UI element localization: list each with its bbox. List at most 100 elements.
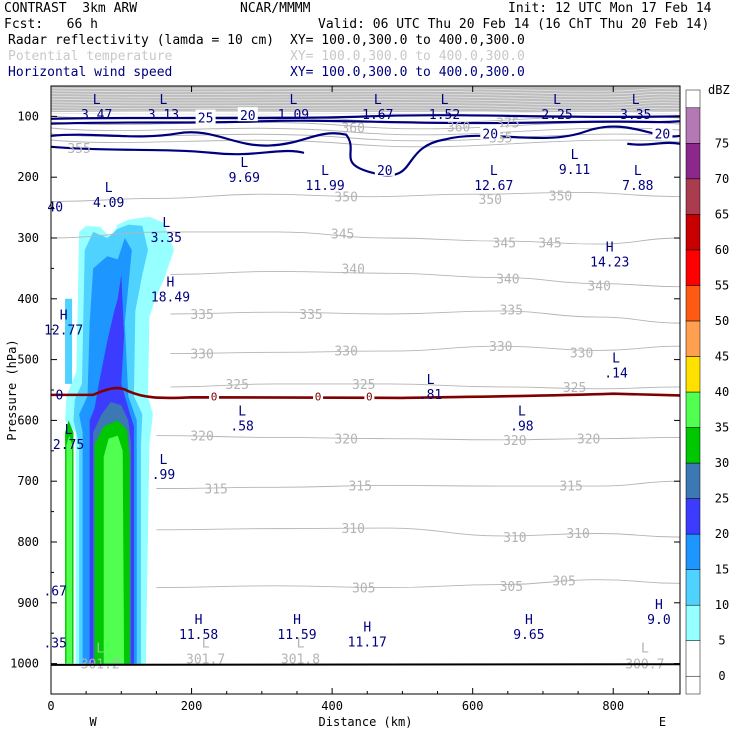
- y-tick-label: 500: [17, 353, 39, 367]
- freezing-zero-label: 0: [366, 391, 373, 404]
- colorbar-label: 65: [715, 207, 729, 221]
- extremum-value: 7.88: [622, 179, 653, 194]
- extremum-value: .98: [510, 420, 533, 435]
- extremum-marker: L: [160, 453, 168, 468]
- colorbar-swatch: [685, 462, 701, 499]
- extremum-marker: L: [160, 93, 168, 108]
- init-time: Init: 12 UTC Mon 17 Feb 14: [508, 1, 712, 16]
- y-tick-label: 1000: [10, 657, 39, 671]
- extremum-marker: H: [60, 308, 68, 323]
- wind-label-bg: [480, 125, 501, 140]
- theta-label: 340: [587, 279, 610, 294]
- extremum-marker: L: [441, 93, 449, 108]
- wind-label-bg: [652, 125, 673, 140]
- extremum-marker: L: [634, 164, 642, 179]
- theta-label: 340: [341, 262, 364, 277]
- stratosphere-isentrope: [50, 110, 681, 115]
- colorbar-swatch: [685, 569, 701, 606]
- theta-label: 330: [489, 340, 512, 355]
- field-theta-xy: XY= 100.0,300.0 to 400.0,300.0: [290, 49, 525, 64]
- extremum-marker: H: [195, 613, 203, 628]
- theta-contour: [156, 480, 681, 489]
- extremum-value: .99: [152, 468, 175, 483]
- extremum-marker: H: [167, 276, 175, 291]
- colorbar-swatch: [685, 285, 701, 322]
- theta-label: 350: [334, 191, 357, 206]
- extremum-value: .58: [230, 420, 253, 435]
- stratosphere-isentrope: [50, 101, 681, 106]
- colorbar-swatch: [685, 143, 701, 180]
- colorbar-label: 70: [715, 172, 729, 186]
- theta-label: 310: [566, 527, 589, 542]
- upper-isentrope: [50, 127, 681, 136]
- wind-contour: [50, 119, 681, 125]
- theta-label: 315: [348, 479, 371, 494]
- extremum-marker: L: [240, 156, 248, 171]
- extremum-value: 9.65: [513, 628, 544, 643]
- theta-label: 310: [341, 522, 364, 537]
- ground-line: [50, 663, 681, 666]
- y-tick-label: 200: [17, 170, 39, 184]
- extremum-marker: L: [490, 164, 498, 179]
- colorbar-label: 30: [715, 456, 729, 470]
- theta-label: 330: [570, 346, 593, 361]
- y-axis-title: Pressure (hPa): [5, 339, 19, 440]
- forecast-hour: Fcst: 66 h: [4, 17, 98, 32]
- extremum-value: 11.99: [306, 179, 345, 194]
- theta-contour: [170, 345, 681, 354]
- colorbar-swatch: [685, 533, 701, 570]
- surface-marker: L: [202, 637, 210, 652]
- extremum-value: 1.67: [362, 108, 393, 123]
- theta-label: 345: [538, 236, 561, 251]
- colorbar-label: 15: [715, 563, 729, 577]
- extremum-value: 9.0: [647, 613, 670, 628]
- extremum-marker: L: [374, 93, 382, 108]
- colorbar-floor: [685, 675, 701, 695]
- theta-label: 355: [67, 142, 90, 157]
- colorbar: 0 5 10 15 20 25 30 35 40 45 50 55 60 65 70 75 dBZ: [685, 83, 730, 695]
- field-wind-xy: XY= 100.0,300.0 to 400.0,300.0: [290, 65, 525, 80]
- theta-contour: [170, 270, 681, 288]
- wind-label-bg: [374, 161, 395, 176]
- colorbar-label: 0: [718, 669, 725, 683]
- wind-label: 25: [198, 112, 214, 127]
- extremum-value: .81: [419, 388, 442, 403]
- colorbar-cap: [685, 89, 701, 109]
- extremum-value: 11.17: [348, 635, 387, 650]
- theta-label: 325: [352, 378, 375, 393]
- theta-label: 345: [331, 228, 354, 243]
- extremum-marker: L: [612, 352, 620, 367]
- edge-label: 40: [47, 200, 63, 215]
- wind-label-bg: [237, 107, 258, 122]
- theta-label: 360: [341, 121, 364, 136]
- colorbar-label: 50: [715, 314, 729, 328]
- extremum-value: 14.23: [590, 255, 629, 270]
- extremum-value: .14: [604, 367, 628, 382]
- edge-label: .35: [43, 636, 66, 651]
- wind-contour: [50, 114, 681, 120]
- extremum-value: 18.49: [151, 291, 190, 306]
- zero-label-bg: [313, 389, 324, 402]
- wind-label: 20: [240, 109, 256, 124]
- colorbar-label: 55: [715, 278, 729, 292]
- colorbar-swatch: [685, 391, 701, 428]
- wind-contour: [50, 125, 681, 177]
- field-reflectivity-xy: XY= 100.0,300.0 to 400.0,300.0: [290, 33, 525, 48]
- theta-label: 335: [190, 308, 213, 323]
- colorbar-label: 75: [715, 136, 729, 150]
- theta-label: 320: [190, 430, 213, 445]
- extremum-value: 11.58: [179, 628, 218, 643]
- theta-label: 345: [493, 236, 516, 251]
- extremum-marker: H: [525, 613, 533, 628]
- theta-label: 375: [496, 116, 519, 131]
- field-wind: Horizontal wind speed: [8, 65, 173, 80]
- surface-marker: L: [297, 637, 305, 652]
- colorbar-swatch: [685, 107, 701, 144]
- valid-time: Valid: 06 UTC Thu 20 Feb 14 (16 ChT Thu …: [318, 17, 710, 32]
- colorbar-swatch: [685, 214, 701, 251]
- extremum-value: 1.52: [429, 108, 460, 123]
- theta-label: 335: [299, 308, 322, 323]
- y-tick-label: 800: [17, 535, 39, 549]
- colorbar-label: 35: [715, 421, 729, 435]
- extremum-value: 2.25: [541, 108, 572, 123]
